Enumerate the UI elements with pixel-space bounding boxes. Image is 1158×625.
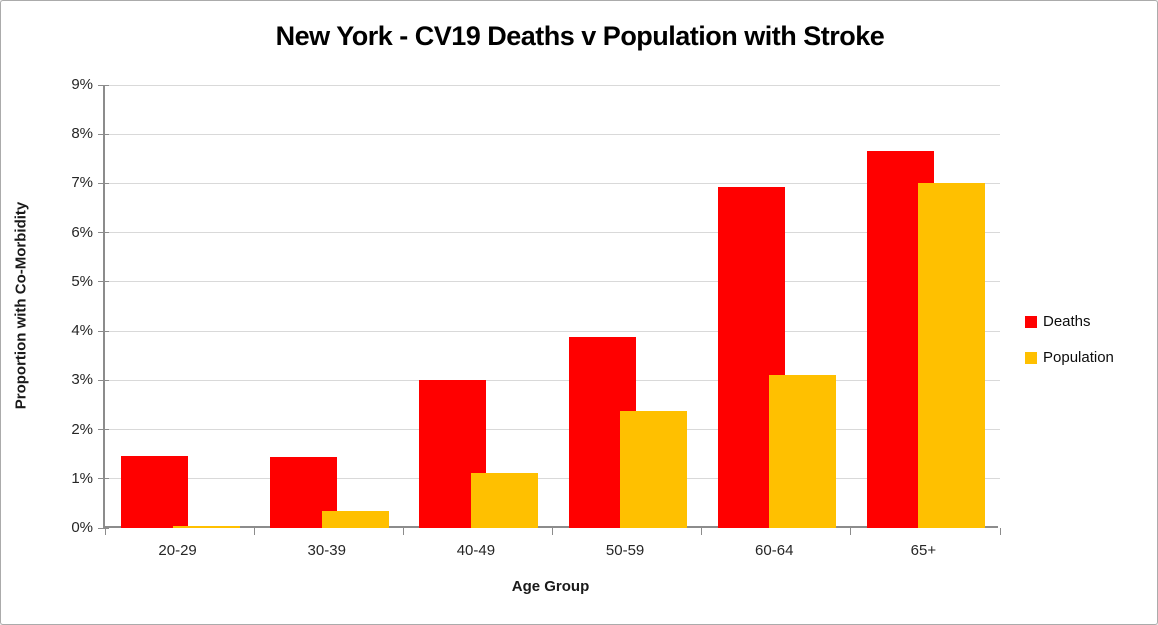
x-axis-tick-4 bbox=[701, 528, 703, 535]
chart-title: New York - CV19 Deaths v Population with… bbox=[275, 21, 885, 51]
y-tick-label-4: 4% bbox=[71, 322, 93, 340]
x-tick-label-30-39: 30-39 bbox=[307, 542, 346, 559]
bar-population-60-64 bbox=[769, 375, 837, 528]
x-tick-label-60-64: 60-64 bbox=[755, 542, 794, 559]
y-tick-label-1: 1% bbox=[71, 469, 93, 487]
y-tick-label-5: 5% bbox=[71, 272, 93, 290]
y-axis-tick-9 bbox=[98, 84, 109, 86]
y-axis-tick-5 bbox=[98, 281, 109, 283]
bar-population-50-59 bbox=[620, 410, 687, 528]
y-axis-tick-0 bbox=[98, 527, 109, 529]
y-tick-label-6: 6% bbox=[71, 223, 93, 241]
legend-label-deaths: Deaths bbox=[1043, 313, 1091, 330]
bar-population-20-29 bbox=[172, 525, 240, 528]
x-tick-label-65+: 65+ bbox=[910, 542, 937, 559]
gridline-7 bbox=[105, 182, 1000, 184]
gridline-1 bbox=[105, 478, 1000, 480]
y-tick-label-8: 8% bbox=[71, 125, 93, 143]
x-axis-title: Age Group bbox=[511, 578, 590, 595]
y-axis-tick-6 bbox=[98, 232, 109, 234]
x-axis-tick-1 bbox=[253, 528, 255, 535]
bar-deaths-20-29 bbox=[121, 455, 188, 528]
x-axis-tick-5 bbox=[850, 528, 852, 535]
y-axis-tick-3 bbox=[98, 379, 109, 381]
gridline-8 bbox=[105, 133, 1000, 135]
y-axis-tick-2 bbox=[98, 429, 109, 431]
y-axis-tick-8 bbox=[98, 133, 109, 135]
x-tick-label-20-29: 20-29 bbox=[158, 542, 197, 559]
y-axis-tick-4 bbox=[98, 330, 109, 332]
x-tick-label-40-49: 40-49 bbox=[456, 542, 496, 559]
x-axis-tick-6 bbox=[999, 528, 1001, 535]
legend: Deaths Population bbox=[1025, 313, 1114, 366]
plot-area bbox=[98, 84, 1001, 535]
legend-item-population: Population bbox=[1025, 349, 1114, 366]
y-tick-label-2: 2% bbox=[71, 420, 93, 438]
y-tick-label-7: 7% bbox=[71, 174, 93, 192]
y-tick-label-9: 9% bbox=[71, 76, 93, 93]
y-tick-label-0: 0% bbox=[71, 519, 93, 536]
gridline-9 bbox=[105, 84, 1000, 86]
legend-item-deaths: Deaths bbox=[1025, 313, 1114, 330]
x-axis-tick-3 bbox=[552, 528, 553, 535]
y-axis-title: Proportion with Co-Morbidity bbox=[12, 201, 30, 410]
population-swatch-icon bbox=[1025, 351, 1037, 364]
y-tick-label-3: 3% bbox=[71, 371, 93, 389]
gridline-2 bbox=[105, 429, 1000, 431]
legend-label-population: Population bbox=[1043, 349, 1114, 366]
gridline-5 bbox=[105, 281, 1000, 283]
x-tick-label-50-59: 50-59 bbox=[605, 542, 645, 559]
y-axis-tick-7 bbox=[98, 182, 109, 184]
deaths-swatch-icon bbox=[1025, 315, 1037, 328]
x-axis-tick-0 bbox=[104, 528, 106, 535]
bar-population-65+ bbox=[918, 183, 986, 528]
gridline-3 bbox=[105, 379, 1000, 381]
bar-population-30-39 bbox=[321, 510, 389, 528]
bar-population-40-49 bbox=[470, 472, 538, 528]
gridline-4 bbox=[105, 330, 1000, 332]
x-axis-tick-2 bbox=[402, 528, 404, 535]
gridline-6 bbox=[105, 232, 1000, 234]
y-axis-tick-1 bbox=[98, 478, 109, 480]
